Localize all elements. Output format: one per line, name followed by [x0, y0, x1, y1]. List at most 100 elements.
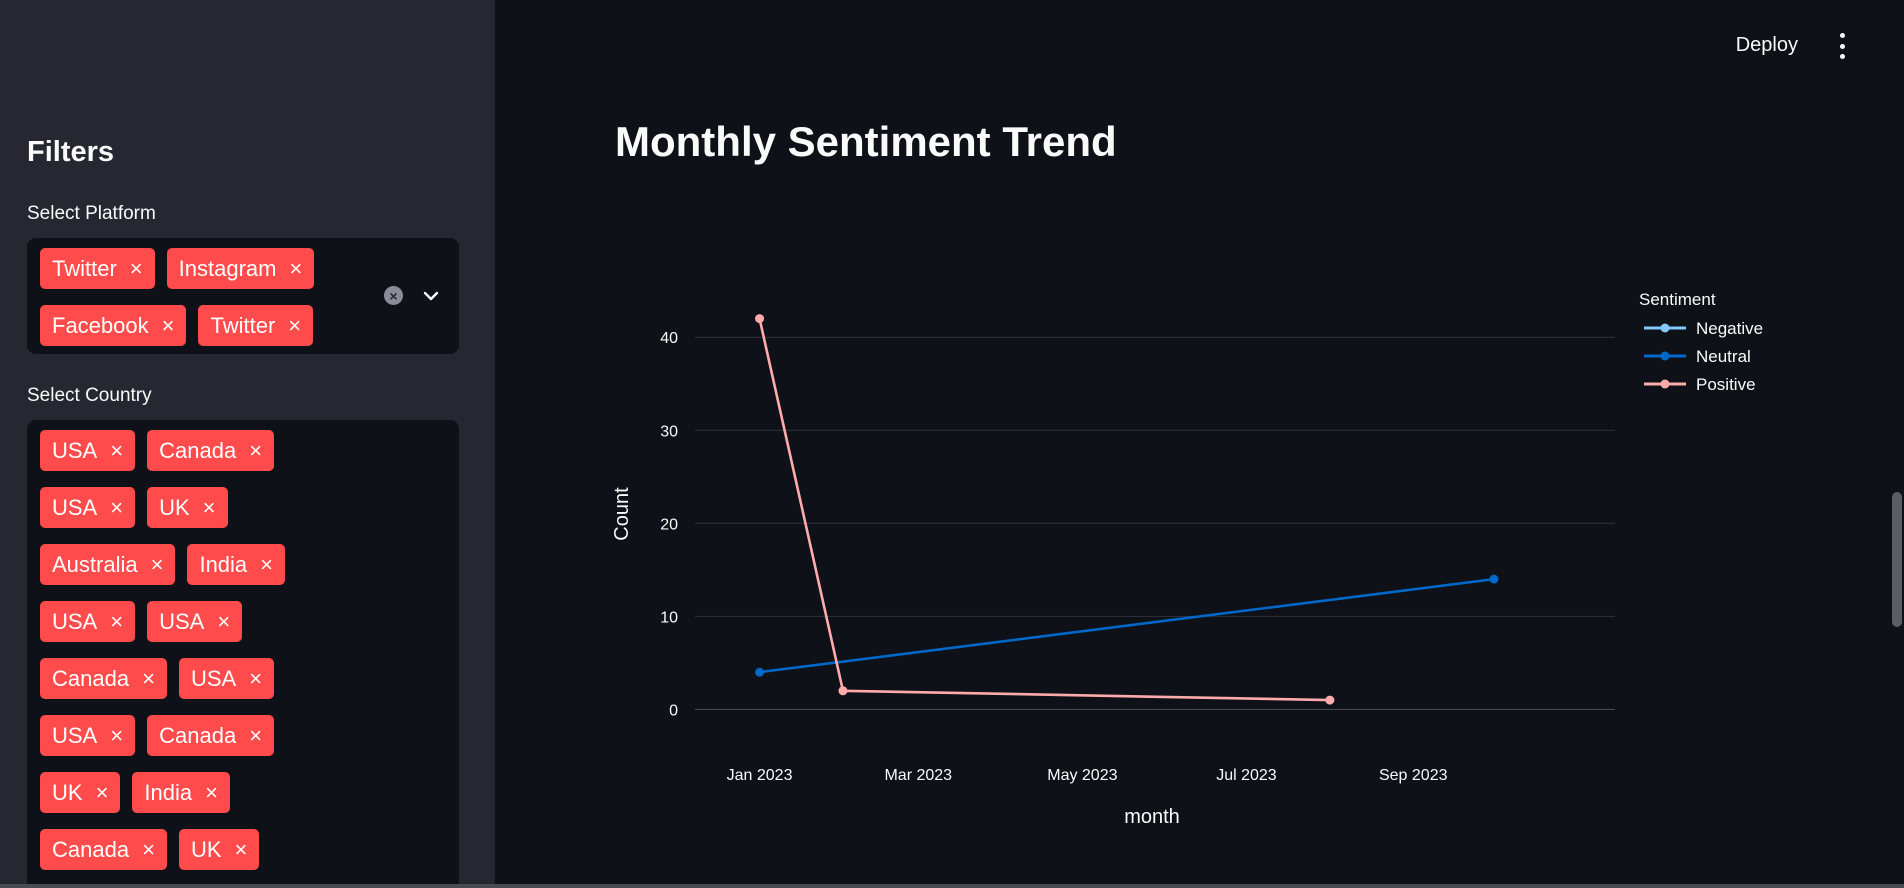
x-tick-label: Sep 2023 — [1379, 767, 1448, 784]
country-tag[interactable]: UK × — [147, 487, 228, 528]
tag-label: USA — [52, 722, 98, 748]
tag-label: Twitter — [52, 255, 117, 281]
chart-grid — [695, 336, 1615, 710]
series-line-positive — [758, 318, 1330, 702]
tag-label: India — [144, 779, 193, 805]
tag-label: USA — [52, 437, 98, 463]
country-tag[interactable]: USA × — [147, 601, 243, 642]
country-tag[interactable]: Canada × — [40, 829, 167, 870]
country-tag[interactable]: Canada × — [40, 658, 167, 699]
legend-item-label: Positive — [1696, 375, 1756, 394]
tag-label: Canada — [52, 665, 130, 691]
chart-legend: Sentiment Negative Neutral Positive — [1639, 290, 1763, 394]
window-bottom-edge — [0, 884, 1904, 888]
remove-tag-icon[interactable]: × — [217, 608, 231, 634]
remove-tag-icon[interactable]: × — [249, 722, 263, 748]
sidebar-title: Filters — [27, 136, 115, 168]
remove-tag-icon[interactable]: × — [202, 494, 216, 520]
y-tick-label: 20 — [660, 516, 678, 533]
country-tag[interactable]: Canada × — [147, 430, 275, 471]
remove-tag-icon[interactable]: × — [260, 551, 274, 577]
remove-tag-icon[interactable]: × — [142, 836, 155, 862]
tag-label: Canada — [52, 836, 130, 862]
country-tag[interactable]: Canada × — [147, 715, 275, 756]
remove-tag-icon[interactable]: × — [249, 665, 263, 691]
country-tag-row: Australia × India × — [40, 544, 446, 585]
platform-label: Select Platform — [27, 203, 156, 224]
remove-tag-icon[interactable]: × — [110, 494, 124, 520]
country-tag-row: USA × USA × — [40, 601, 446, 642]
deploy-button[interactable]: Deploy — [1735, 34, 1798, 56]
tag-label: USA — [52, 608, 98, 634]
tag-label: UK — [52, 779, 83, 805]
x-tick-label: May 2023 — [1047, 767, 1117, 784]
country-tag[interactable]: USA × — [40, 601, 136, 642]
y-tick-label: 0 — [669, 702, 678, 719]
x-tick-label: Jul 2023 — [1216, 767, 1277, 784]
chart-y-ticks: 0 10 20 30 40 — [660, 330, 678, 719]
y-tick-label: 40 — [660, 330, 678, 347]
remove-tag-icon[interactable]: × — [110, 722, 124, 748]
legend-item-label: Neutral — [1696, 347, 1751, 366]
remove-tag-icon[interactable]: × — [142, 665, 155, 691]
country-tag-row: USA × Canada × — [40, 715, 446, 756]
remove-tag-icon[interactable]: × — [289, 255, 303, 281]
scrollbar-thumb[interactable] — [1892, 492, 1902, 627]
tag-label: India — [199, 551, 248, 577]
country-tag-row: UK × India × — [40, 772, 446, 813]
x-tick-label: Jan 2023 — [727, 767, 793, 784]
country-tag-row: USA × Canada × — [40, 430, 446, 471]
x-tick-label: Mar 2023 — [884, 767, 952, 784]
legend-item-label: Negative — [1696, 319, 1763, 338]
platform-tag[interactable]: Twitter × — [198, 305, 314, 346]
chart-y-axis-label: Count — [611, 487, 633, 541]
platform-tag[interactable]: Facebook × — [40, 305, 187, 346]
tag-label: Facebook — [52, 312, 149, 338]
country-multiselect[interactable]: USA × Canada × USA × UK × Australia × India × USA × US… — [27, 420, 459, 888]
remove-tag-icon[interactable]: × — [150, 551, 164, 577]
country-tag[interactable]: USA × — [40, 715, 136, 756]
legend-marker — [1660, 351, 1670, 361]
country-tag[interactable]: USA × — [40, 430, 136, 471]
platform-tags: Twitter × Instagram × Facebook × Twitter × — [40, 248, 446, 346]
country-tag[interactable]: USA × — [178, 658, 275, 699]
data-point-neutral — [755, 667, 765, 677]
chart-x-axis-label: month — [1124, 806, 1180, 828]
data-point-positive — [1325, 695, 1335, 705]
country-tag[interactable]: UK × — [40, 772, 121, 813]
remove-tag-icon[interactable]: × — [129, 255, 143, 281]
tag-label: USA — [52, 494, 98, 520]
remove-tag-icon[interactable]: × — [249, 437, 263, 463]
remove-tag-icon[interactable]: × — [110, 437, 124, 463]
remove-tag-icon[interactable]: × — [110, 608, 124, 634]
country-tag[interactable]: India × — [132, 772, 230, 813]
y-tick-label: 10 — [660, 609, 678, 626]
remove-tag-icon[interactable]: × — [95, 779, 109, 805]
country-tag[interactable]: Australia × — [40, 544, 176, 585]
chevron-down-icon[interactable] — [423, 291, 439, 301]
country-tag[interactable]: UK × — [178, 829, 260, 870]
remove-tag-icon[interactable]: × — [234, 836, 248, 862]
clear-all-icon[interactable]: × — [384, 286, 403, 305]
tag-label: UK — [159, 494, 190, 520]
data-point-neutral — [1489, 574, 1499, 584]
tag-label: Canada — [159, 437, 237, 463]
remove-tag-icon[interactable]: × — [288, 312, 302, 338]
remove-tag-icon[interactable]: × — [205, 779, 218, 805]
legend-marker — [1660, 379, 1670, 389]
country-tag[interactable]: India × — [187, 544, 286, 585]
vertical-dots-icon[interactable] — [1838, 33, 1846, 59]
scrollbar[interactable] — [1890, 0, 1904, 888]
tag-label: Instagram — [178, 255, 277, 281]
platform-tag[interactable]: Instagram × — [166, 248, 315, 289]
country-tags: USA × Canada × USA × UK × Australia × India × USA × US… — [40, 430, 446, 870]
remove-tag-icon[interactable]: × — [161, 312, 175, 338]
platform-tag-row: Twitter × Instagram × — [40, 248, 446, 289]
data-point-positive — [755, 314, 765, 324]
country-tag[interactable]: USA × — [40, 487, 136, 528]
platform-tag[interactable]: Twitter × — [40, 248, 155, 289]
country-tag-row: Canada × UK × — [40, 829, 446, 870]
chart-x-ticks: Jan 2023 Mar 2023 May 2023 Jul 2023 Sep 2023 — [727, 767, 1448, 784]
platform-multiselect[interactable]: Twitter × Instagram × Facebook × Twitter × × — [27, 238, 459, 354]
